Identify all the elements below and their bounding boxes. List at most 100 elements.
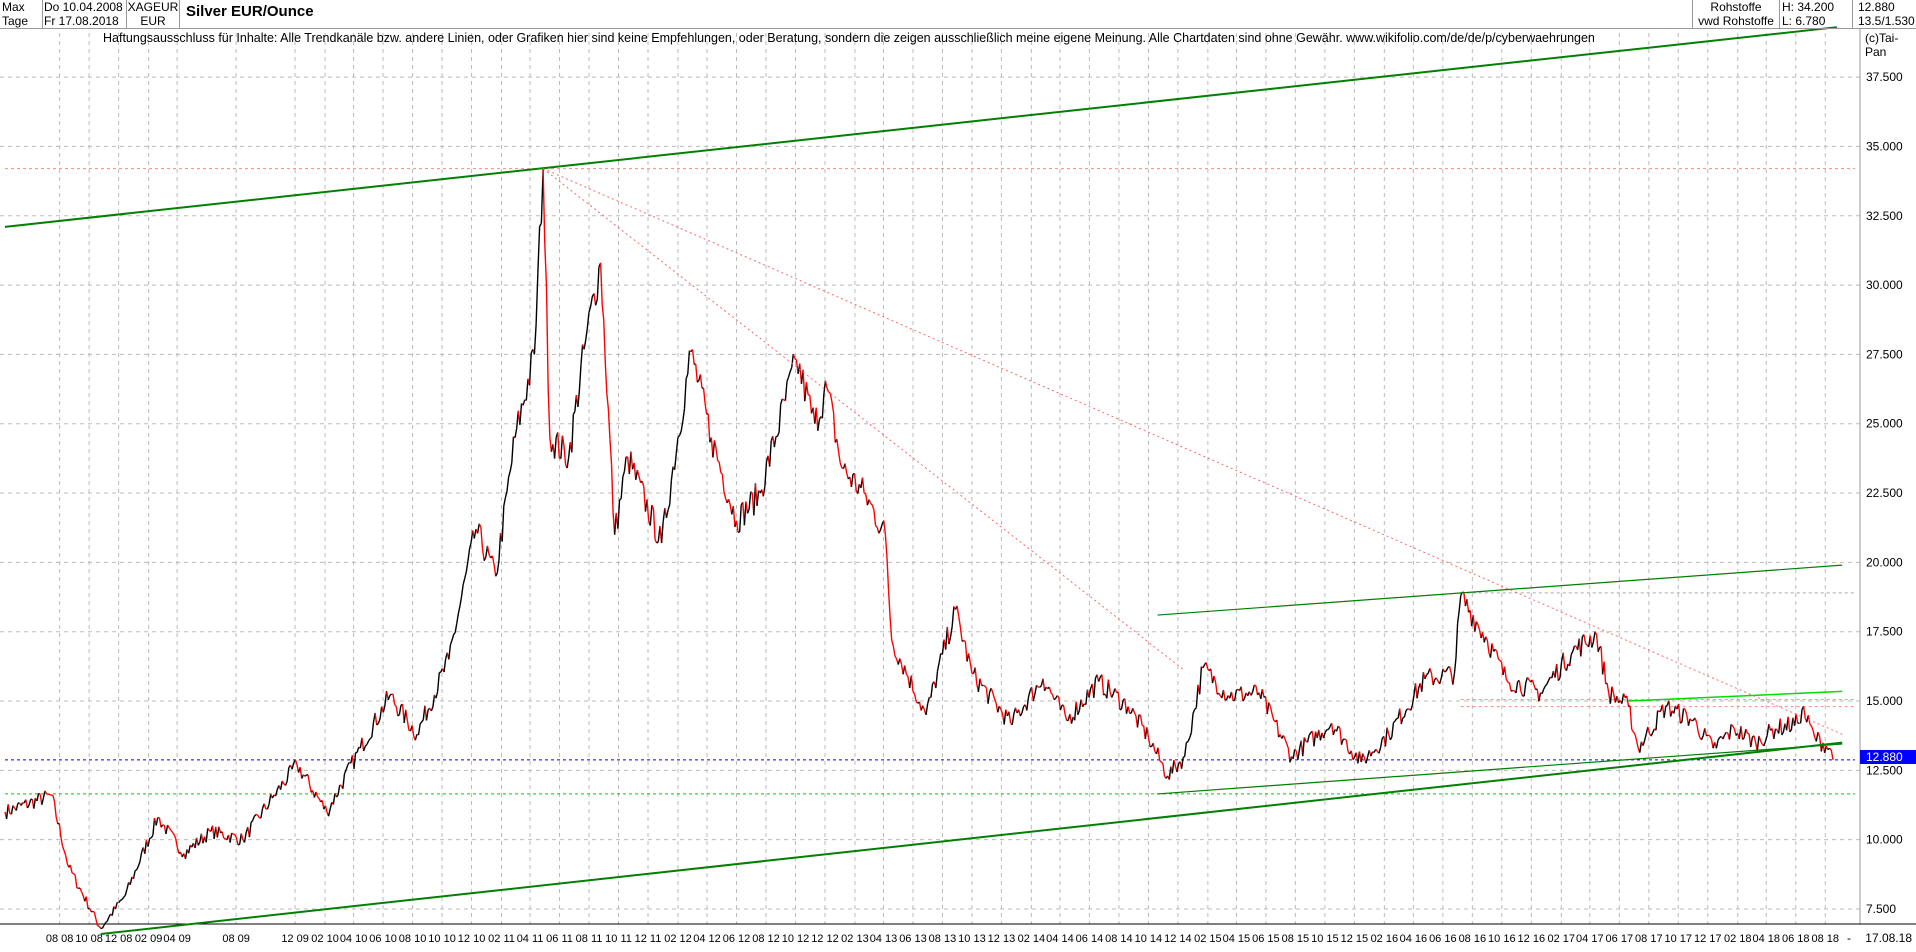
price-segment [1475,621,1479,625]
y-tick-label: 30.000 [1866,278,1903,292]
price-segment [577,389,581,407]
price-segment [689,350,692,353]
price-segment [878,529,882,534]
price-segment [79,887,83,892]
price-segment [160,824,164,828]
price-segment [545,285,549,389]
price-segment [421,719,424,723]
low-value: L: 6.780 [1782,14,1826,28]
price-segment [1097,676,1101,682]
price-segment [1592,631,1596,642]
price-segment [294,759,298,766]
price-segment [678,430,682,436]
x-tick-label: 02 09 [135,933,163,945]
price-segment [936,662,940,672]
price-segment [453,632,456,636]
price-segment [1008,711,1012,724]
price-segment [544,244,548,286]
price-segment [837,451,841,464]
price-segment [1030,687,1034,702]
price-segment [1704,728,1708,737]
price-segment [787,371,791,378]
price-segment [419,721,423,725]
price-segment [1282,735,1286,740]
price-segment [332,793,336,805]
x-tick-label: 10 13 [958,933,986,945]
price-segment [1773,728,1777,740]
price-segment [1717,737,1721,741]
price-segment [1779,718,1783,736]
price-segment [1740,726,1744,740]
price-segment [1448,666,1452,674]
price-segment [1327,726,1331,730]
x-tick-label: 08 09 [222,933,250,945]
price-segment [263,803,267,810]
price-segment [1332,729,1336,736]
price-segment [97,924,100,927]
x-tick-label: 02 12 [664,933,692,945]
price-segment [279,780,283,790]
price-segment [745,501,749,514]
price-segment [1455,623,1459,658]
x-tick-label: 04 18 [1753,933,1781,945]
disclaimer: Haftungsausschluss für Inhalte: Alle Tre… [103,31,1595,45]
y-tick-label: 32.500 [1866,209,1903,223]
x-tick-label: 12 16 [1518,933,1546,945]
price-segment [1190,713,1194,733]
price-segment [589,296,593,307]
price-segment [1152,743,1156,752]
price-segment [918,701,922,711]
price-segment [535,272,539,324]
price-segment [696,380,700,383]
price-segment [1117,692,1121,710]
range-value[interactable]: Max [2,0,25,14]
price-segment [1565,663,1569,671]
x-tick-label: 10 11 [605,933,632,945]
price-segment [1048,686,1052,693]
price-segment [462,578,466,585]
price-segment [1308,732,1312,736]
price-segment [205,828,209,843]
price-segment [1432,679,1436,686]
price-segment [922,705,926,710]
price-segment [935,671,939,689]
price-segment [638,476,642,483]
x-tick-label: 06 10 [369,933,397,945]
price-segment [720,471,723,475]
price-segment [25,799,29,809]
price-segment [1171,760,1175,774]
price-segment [883,520,887,535]
price-segment [1240,686,1244,702]
price-segment [958,616,962,628]
price-segment [1222,689,1226,701]
price-segment [802,369,806,402]
x-tick-label: 08 15 [1282,933,1310,945]
price-segment [1763,740,1767,747]
price-segment [606,393,610,410]
price-segment [64,855,68,864]
x-tick-label: 12 10 [458,933,486,945]
price-segment [44,790,48,795]
price-segment [1466,599,1470,613]
y-tick-label: 20.000 [1866,555,1903,569]
period-value[interactable]: Tage [2,14,29,28]
range-selector[interactable]: Max Tage [0,0,43,28]
price-segment [1775,728,1778,731]
price-segment [1360,753,1364,763]
price-segment [1681,708,1685,723]
price-segment [967,653,971,663]
price-segment [1629,705,1633,730]
trendline [542,168,1185,671]
price-segment [1234,690,1238,701]
price-segment [406,720,410,731]
price-segment [60,836,64,847]
price-segment [49,793,52,796]
x-tick-label: 10 10 [428,933,456,945]
price-segment [961,639,965,642]
price-segment [454,623,458,633]
price-segment [560,435,564,459]
price-segment [1027,690,1031,698]
price-segment [1611,686,1615,694]
price-segment [781,398,785,401]
price-segment [794,358,797,361]
